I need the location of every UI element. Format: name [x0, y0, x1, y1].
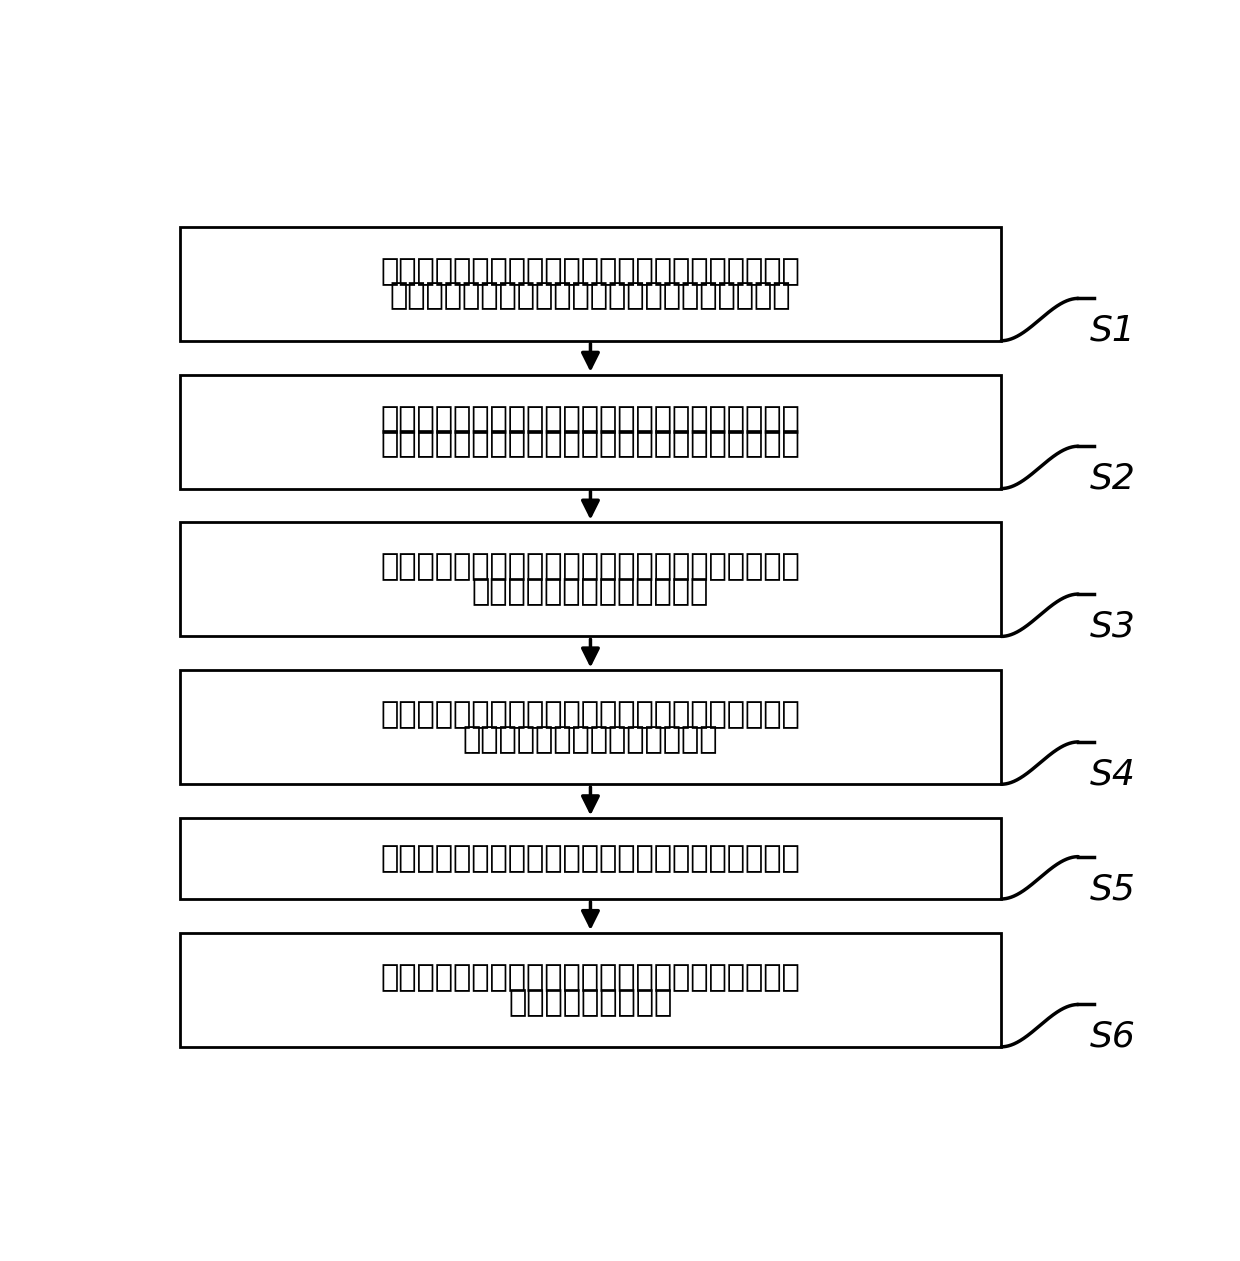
- Text: 据判别，并显示结果: 据判别，并显示结果: [508, 987, 672, 1016]
- Bar: [180, 375, 1001, 488]
- Bar: [180, 522, 1001, 637]
- Text: 对实测数据进行零点扫描得到符号反转时刻、通过非: 对实测数据进行零点扫描得到符号反转时刻、通过非: [381, 700, 800, 729]
- Text: S6: S6: [1090, 1020, 1136, 1054]
- Text: 参考实际极化参数范围，建立三维极化模型，通过数: 参考实际极化参数范围，建立三维极化模型，通过数: [381, 257, 800, 286]
- Bar: [180, 227, 1001, 340]
- Text: S4: S4: [1090, 758, 1136, 792]
- Text: 互信息，分析各参数间、各参数与识别结果间相关性: 互信息，分析各参数间、各参数与识别结果间相关性: [381, 430, 800, 459]
- Bar: [180, 818, 1001, 899]
- Text: 线性最小二乘拟合得到晚期斜率: 线性最小二乘拟合得到晚期斜率: [463, 725, 718, 754]
- Text: 值模拟计算获得三分量电磁响应曲线，建立样本库: 值模拟计算获得三分量电磁响应曲线，建立样本库: [389, 281, 791, 310]
- Text: 采用支持向量机方法建立基于双参数的快速分类模型: 采用支持向量机方法建立基于双参数的快速分类模型: [381, 844, 800, 873]
- Text: 提取符号反转时刻、斜率、幅値比等特征参数，计算: 提取符号反转时刻、斜率、幅値比等特征参数，计算: [381, 405, 800, 434]
- Text: S2: S2: [1090, 462, 1136, 496]
- Text: S5: S5: [1090, 873, 1136, 907]
- Text: S3: S3: [1090, 609, 1136, 643]
- Text: S1: S1: [1090, 314, 1136, 348]
- Text: 将该方法直接移植到野外接收装置中，现场对实测数: 将该方法直接移植到野外接收装置中，现场对实测数: [381, 963, 800, 992]
- Text: 根据相关性，筛选出对极化识别结果影响最大的双参: 根据相关性，筛选出对极化识别结果影响最大的双参: [381, 552, 800, 581]
- Text: 数：符号反转时刻、晚期斜率: 数：符号反转时刻、晚期斜率: [472, 578, 709, 607]
- Bar: [180, 671, 1001, 784]
- Bar: [180, 933, 1001, 1047]
